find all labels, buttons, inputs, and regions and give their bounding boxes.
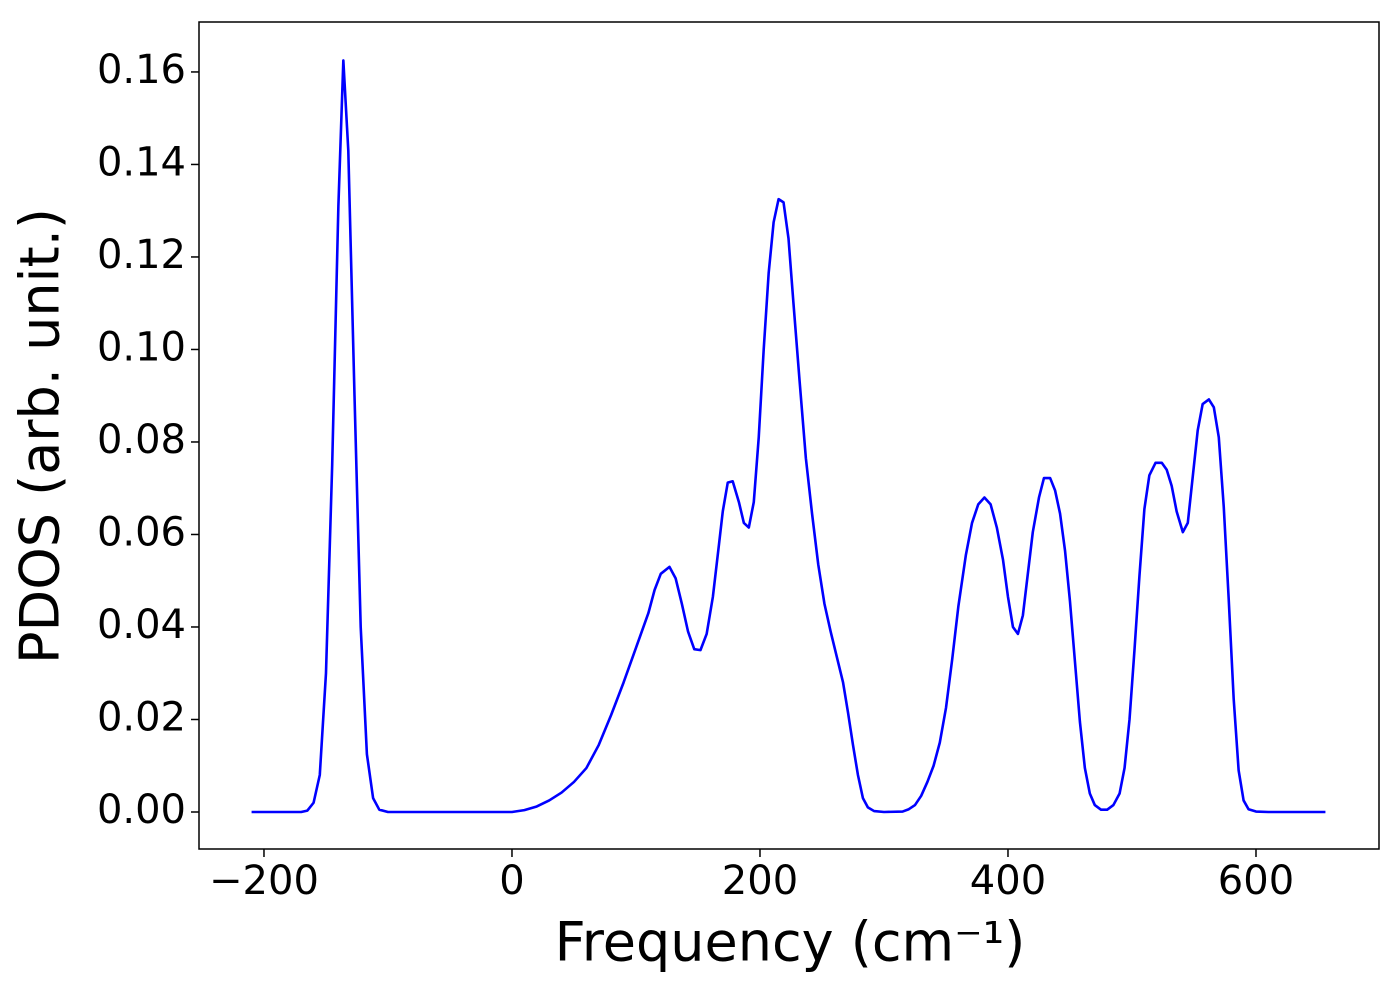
x-axis-label: Frequency (cm⁻¹) — [555, 911, 1026, 974]
x-tick-label: −200 — [209, 858, 319, 904]
x-tick-label: 400 — [970, 858, 1046, 904]
y-tick-label: 0.12 — [97, 232, 186, 278]
plot-frame — [198, 21, 1380, 850]
x-tick-label: 600 — [1218, 858, 1294, 904]
y-tick-label: 0.06 — [97, 509, 186, 555]
y-tick-label: 0.00 — [97, 787, 186, 833]
y-tick-label: 0.14 — [97, 139, 186, 185]
y-axis-label: PDOS (arb. unit.) — [9, 208, 72, 664]
line — [251, 59, 1326, 814]
y-tick-label: 0.02 — [97, 694, 186, 740]
x-tick-label: 0 — [499, 858, 524, 904]
y-tick-label: 0.08 — [97, 417, 186, 463]
y-tick-label: 0.16 — [97, 47, 186, 93]
y-tick-label: 0.04 — [97, 602, 186, 648]
x-tick-label: 200 — [722, 858, 798, 904]
y-tick-label: 0.10 — [97, 324, 186, 370]
